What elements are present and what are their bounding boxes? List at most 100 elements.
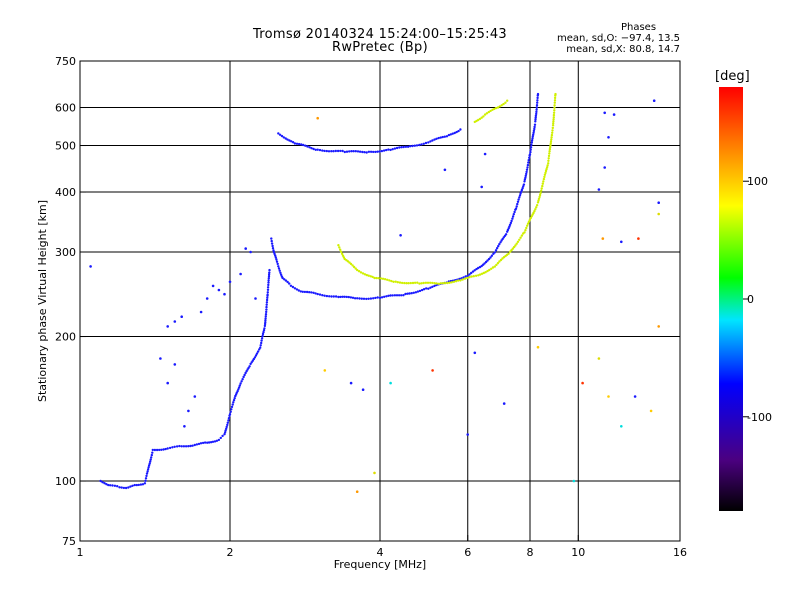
o-mode-point-f: [494, 249, 498, 252]
o-mode-point-f: [310, 291, 313, 294]
scatter-point: [657, 325, 660, 328]
o-mode-point-f: [347, 295, 350, 299]
o-mode-point-f: [536, 92, 540, 96]
o-mode-point-es: [293, 142, 297, 145]
x-mode-point-es: [477, 118, 480, 122]
o-mode-point-f: [535, 110, 538, 114]
x-mode-point-f: [537, 197, 541, 200]
x-mode-point-f: [498, 260, 501, 263]
o-mode-point-low: [232, 401, 235, 404]
x-mode-point-f: [349, 262, 353, 266]
scatter-point: [572, 479, 576, 483]
o-mode-point-f: [360, 297, 363, 300]
x-mode-point-f: [351, 264, 354, 267]
scatter-point: [223, 292, 226, 296]
o-mode-point-f: [374, 296, 377, 300]
o-mode-point-low: [232, 399, 236, 402]
x-mode-point-f: [337, 244, 340, 247]
x-tick-label: 8: [527, 546, 534, 559]
x-mode-point-f: [551, 124, 555, 127]
o-mode-point-low: [199, 442, 203, 445]
o-mode-point-es: [312, 147, 315, 151]
o-mode-point-f: [499, 241, 502, 244]
scatter-point: [480, 185, 484, 189]
y-tick-label: 200: [55, 331, 76, 344]
o-mode-point-f: [531, 137, 534, 140]
o-mode-point-low: [266, 296, 269, 299]
o-mode-point-f: [466, 274, 469, 278]
o-mode-point-f: [527, 161, 530, 164]
o-mode-point-low: [191, 444, 194, 447]
x-mode-point-f: [452, 280, 456, 283]
o-mode-point-es: [288, 139, 291, 142]
o-mode-point-low: [264, 319, 267, 322]
o-mode-point-low: [260, 341, 263, 345]
y-tick-label: 500: [55, 140, 76, 153]
o-mode-point-low: [103, 482, 106, 485]
x-mode-point-f: [418, 282, 421, 285]
x-mode-point-f: [542, 177, 546, 181]
x-mode-point-f: [490, 267, 493, 270]
x-mode-point-f: [420, 282, 423, 285]
x-mode-point-f: [396, 281, 399, 284]
o-mode-point-f: [511, 215, 515, 218]
o-mode-point-low: [211, 440, 215, 443]
o-mode-point-f: [330, 295, 333, 298]
o-mode-point-f: [291, 285, 295, 289]
o-mode-point-low: [113, 484, 117, 487]
o-mode-point-low: [265, 308, 268, 311]
x-tick-label: 1: [77, 546, 84, 559]
o-mode-point-es: [437, 136, 440, 140]
o-mode-point-low: [265, 305, 268, 309]
x-mode-point-f: [459, 279, 462, 282]
o-mode-point-f: [288, 282, 291, 285]
o-mode-point-f: [295, 288, 299, 291]
o-mode-point-low: [111, 484, 114, 487]
o-mode-point-f: [486, 259, 489, 262]
scatter-point: [211, 284, 215, 288]
o-mode-point-f: [528, 153, 532, 156]
x-mode-point-f: [547, 159, 550, 162]
scatter-point: [389, 381, 392, 385]
o-mode-point-low: [105, 483, 108, 486]
o-mode-point-low: [164, 447, 167, 451]
o-mode-point-low: [145, 472, 149, 475]
x-tick-label: 6: [464, 546, 471, 559]
x-mode-point-f: [551, 129, 554, 132]
x-mode-point-f: [552, 111, 556, 115]
o-mode-point-f: [534, 120, 537, 123]
x-mode-point-f: [552, 118, 555, 121]
o-mode-point-f: [522, 185, 525, 188]
o-mode-point-low: [265, 301, 269, 304]
o-mode-point-es: [300, 143, 303, 146]
o-mode-point-low: [120, 486, 123, 489]
x-mode-point-f: [512, 245, 516, 249]
o-mode-point-low: [175, 445, 179, 448]
o-mode-point-es: [336, 149, 340, 153]
o-mode-point-f: [358, 297, 361, 300]
phase-stats-x: mean, sd,X: 80.8, 14.7: [566, 44, 680, 55]
o-mode-point-f: [402, 294, 405, 297]
o-mode-point-f: [529, 148, 532, 151]
x-mode-point-es: [485, 112, 489, 115]
o-mode-point-es: [382, 149, 386, 152]
phase-stats-o: mean, sd,O: −97.4, 13.5: [557, 33, 680, 44]
o-mode-point-es: [280, 134, 284, 138]
o-mode-point-low: [267, 283, 270, 287]
o-mode-point-low: [141, 483, 145, 486]
x-mode-point-f: [429, 281, 432, 284]
x-mode-point-f: [547, 162, 550, 165]
o-mode-point-f: [523, 178, 527, 181]
x-mode-point-f: [553, 99, 557, 102]
o-mode-point-f: [508, 225, 511, 228]
x-mode-point-f: [478, 273, 482, 276]
x-mode-point-f: [392, 280, 395, 283]
o-mode-point-f: [345, 295, 348, 299]
scatter-point: [483, 152, 487, 156]
o-mode-point-es: [409, 145, 412, 148]
o-mode-point-f: [516, 202, 519, 206]
o-mode-point-es: [455, 130, 458, 134]
scatter-point: [607, 136, 610, 139]
x-mode-point-f: [553, 106, 556, 110]
scatter-point: [597, 357, 601, 360]
